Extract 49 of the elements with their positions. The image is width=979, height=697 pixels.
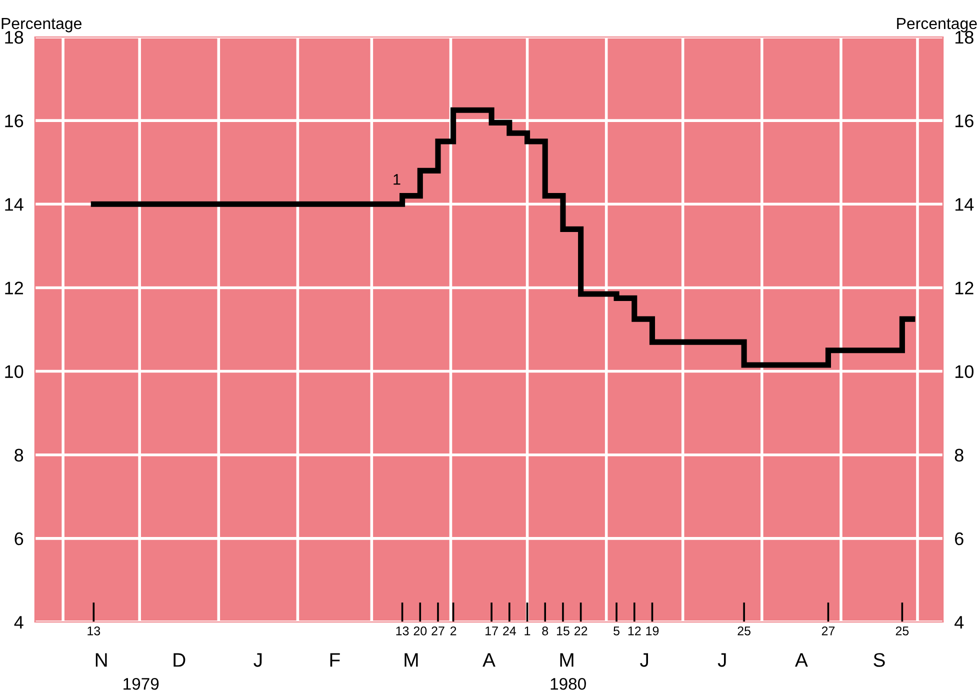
y-tick-label: 14 [5, 198, 24, 211]
x-tick-label: 19 [646, 626, 659, 636]
x-tick-label: 27 [822, 626, 835, 636]
y2-tick-label: 18 [955, 30, 974, 44]
x-tick-label: 8 [542, 626, 548, 636]
y2-tick-label: 6 [955, 532, 964, 546]
text: J [718, 653, 726, 667]
y-tick-label: 10 [5, 365, 24, 378]
y-tick-label: 8 [14, 448, 24, 462]
y-tick-label: 18 [5, 30, 24, 44]
x-tick-label: 25 [896, 626, 909, 636]
y-tick-label: 16 [5, 114, 24, 128]
annotation: 1 [394, 174, 400, 185]
text: N [96, 653, 107, 667]
x-tick-label: 17 [486, 626, 498, 636]
text: D [174, 653, 186, 667]
x-tick-label: 2 [450, 626, 456, 636]
x-tick-label: 25 [738, 626, 750, 636]
text: S [874, 653, 885, 667]
x-tick-label: 13 [88, 626, 100, 636]
text: M [560, 653, 574, 667]
x-tick-label: 15 [556, 626, 570, 636]
y-axis-title: Percentage [2, 18, 82, 32]
x-tick-label: 12 [628, 626, 641, 636]
y-tick-label: 6 [14, 532, 24, 546]
x-tick-label: 13 [396, 626, 409, 636]
y-tick-label: 12 [5, 282, 23, 294]
text: 1979 [124, 678, 159, 690]
y2-tick-label: 14 [955, 198, 974, 211]
y2-tick-label: 10 [955, 365, 974, 378]
x-tick-label: 5 [614, 626, 620, 636]
y2-tick-label: 4 [954, 616, 964, 629]
y2-axis-title: Percentage [897, 18, 977, 32]
text: J [640, 653, 648, 667]
y2-tick-label: 16 [955, 114, 974, 128]
x-tick-label: 1 [524, 626, 530, 636]
y-tick-label: 4 [14, 616, 24, 629]
text: M [404, 653, 418, 667]
x-tick-label: 27 [432, 626, 444, 636]
text: A [795, 653, 808, 667]
x-tick-label: 20 [414, 626, 427, 636]
text: 1980 [550, 678, 586, 690]
text: J [254, 653, 262, 667]
text: F [330, 653, 340, 667]
x-tick-label: 24 [503, 626, 516, 636]
text: A [482, 653, 496, 667]
y2-tick-label: 8 [954, 448, 964, 462]
x-tick-label: 22 [574, 626, 588, 636]
y2-tick-label: 12 [955, 282, 974, 294]
